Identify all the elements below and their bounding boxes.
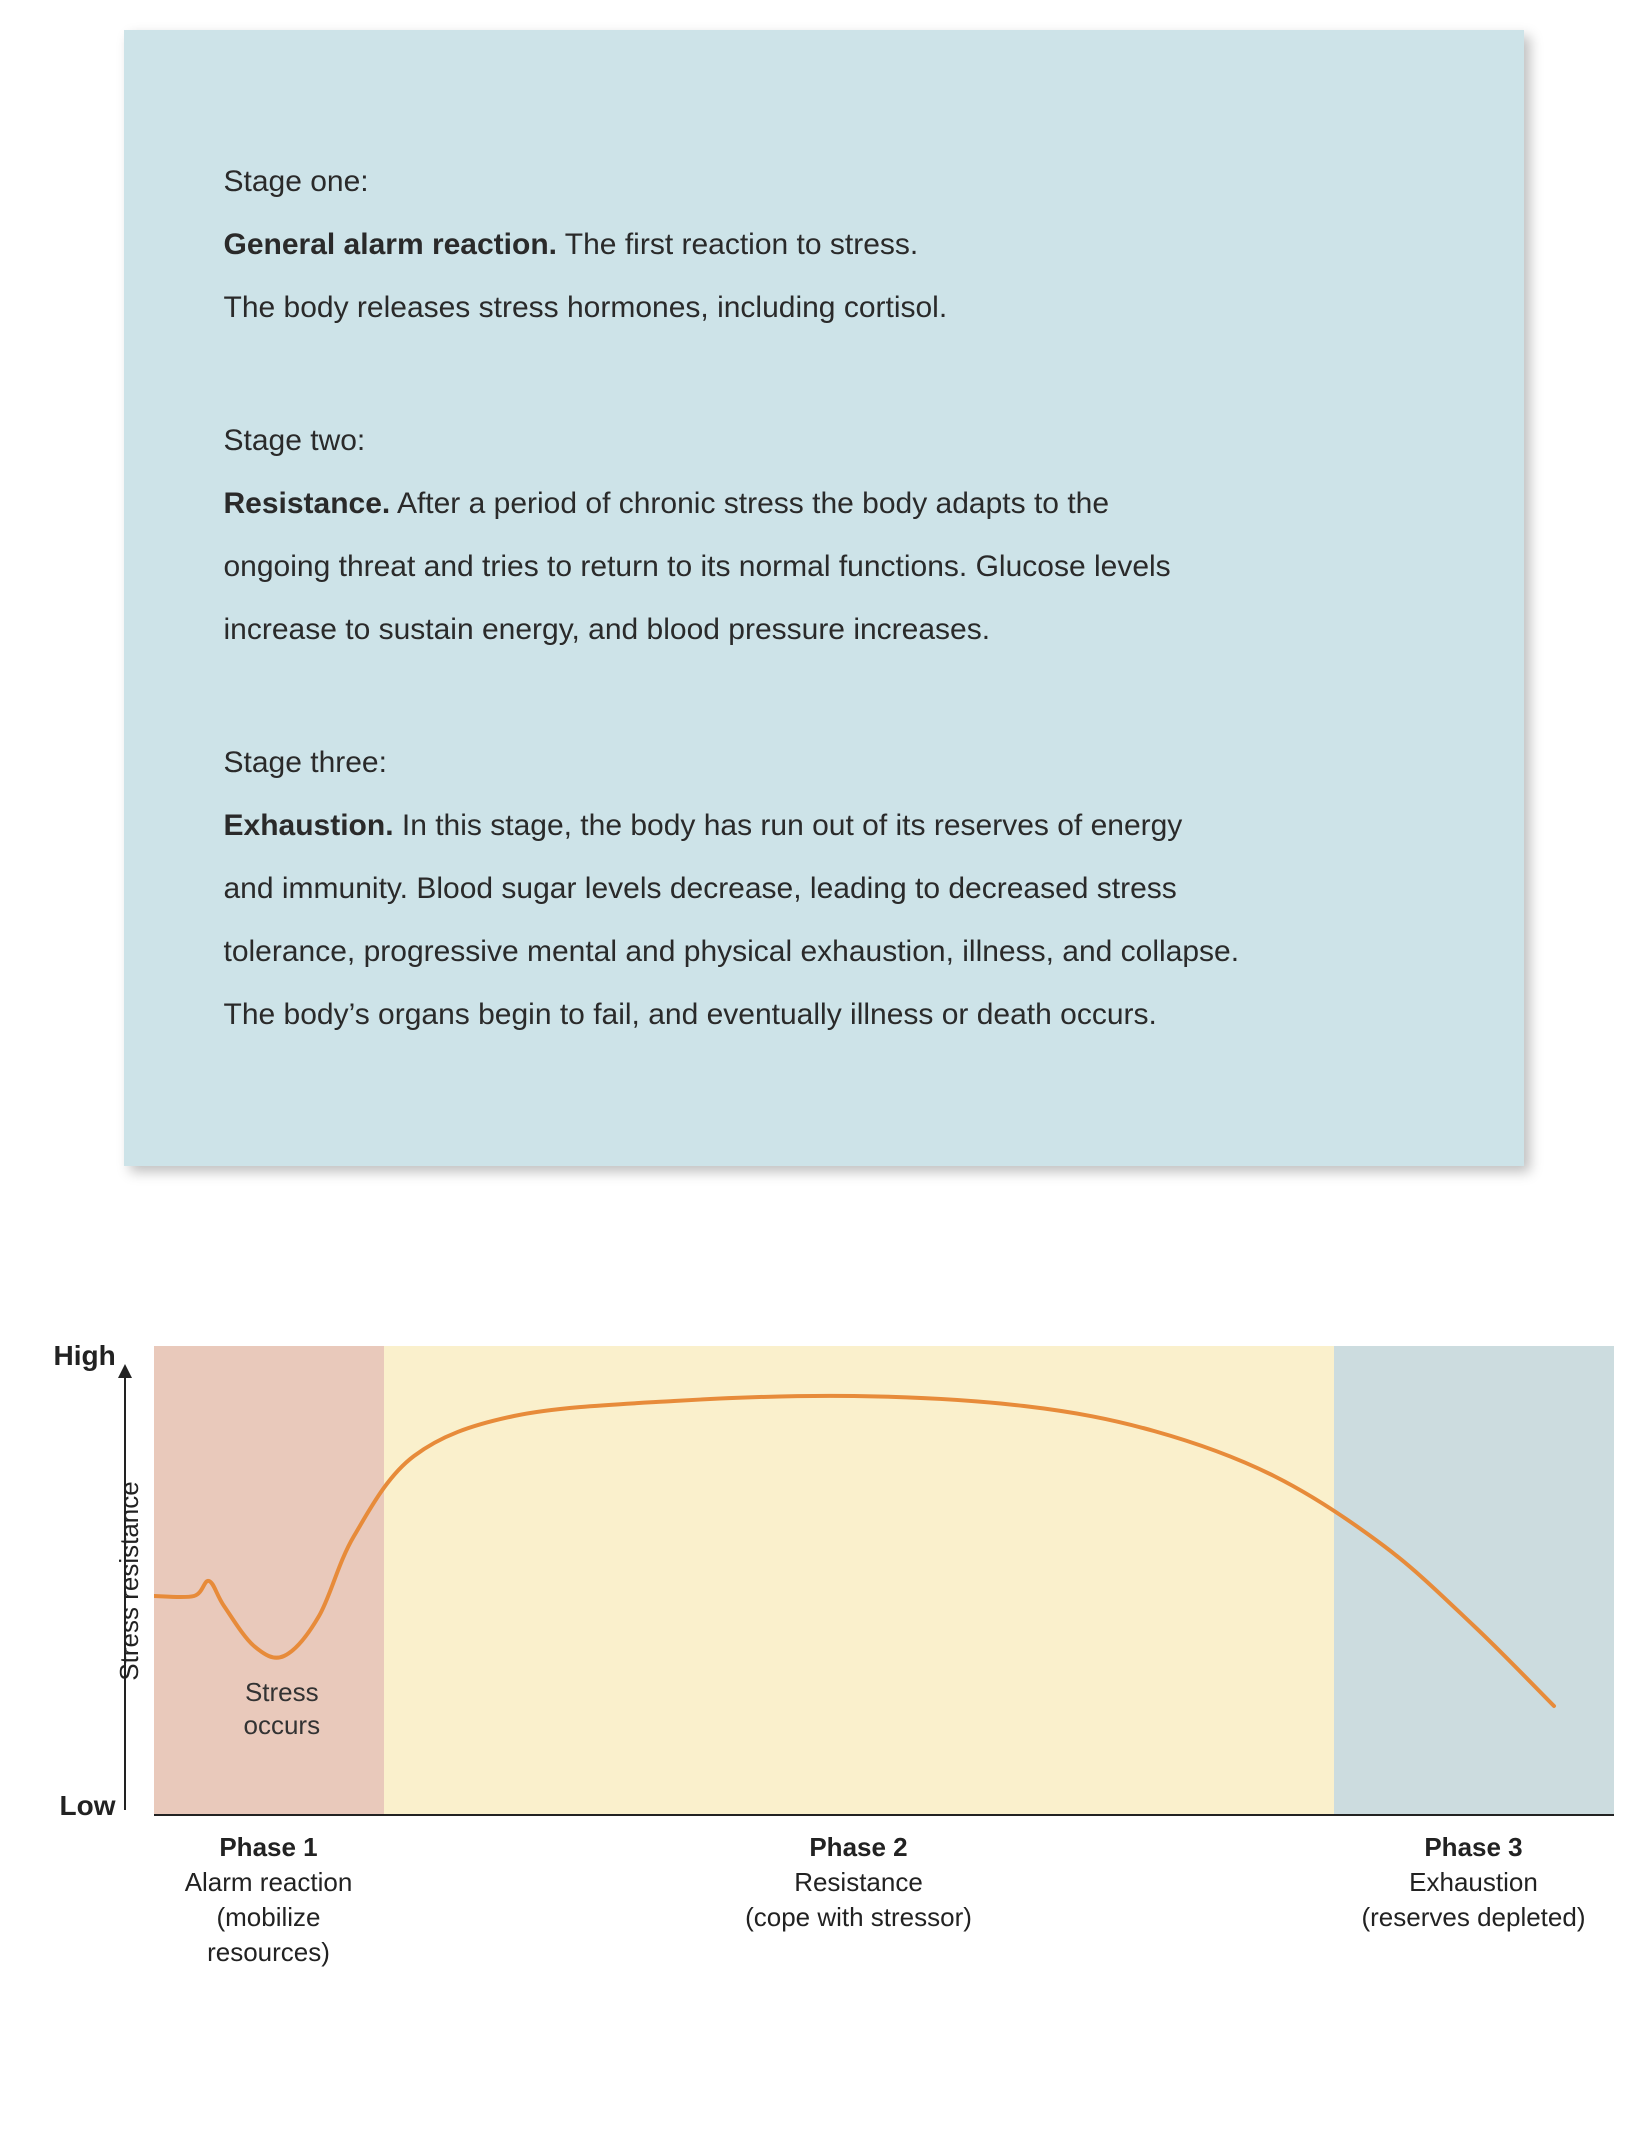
chart-plot-area: High Low Stress resistance Stress occurs <box>154 1346 1614 1816</box>
phase-label: Phase 3Exhaustion(reserves depleted) <box>1334 1830 1614 1970</box>
annotation-line2: occurs <box>244 1710 321 1740</box>
stage-3-body: Exhaustion. In this stage, the body has … <box>224 794 1424 857</box>
stage-2-line1: ongoing threat and tries to return to it… <box>224 535 1424 598</box>
stage-2-line2: increase to sustain energy, and blood pr… <box>224 598 1424 661</box>
stage-1-line1: The body releases stress hormones, inclu… <box>224 276 1424 339</box>
stress-occurs-annotation: Stress occurs <box>244 1676 321 1741</box>
stage-2: Stage two: Resistance. After a period of… <box>224 409 1424 661</box>
stage-3-name: Exhaustion. <box>224 809 394 842</box>
stage-3-line1: and immunity. Blood sugar levels decreas… <box>224 857 1424 920</box>
chart-svg <box>154 1346 1614 1816</box>
stage-3-line0: In this stage, the body has run out of i… <box>394 809 1183 842</box>
stage-3-line3: The body’s organs begin to fail, and eve… <box>224 983 1424 1046</box>
y-axis-title: Stress resistance <box>114 1481 145 1680</box>
stage-1-line0: The first reaction to stress. <box>557 228 918 261</box>
stage-2-name: Resistance. <box>224 487 391 520</box>
stage-2-label: Stage two: <box>224 409 1424 472</box>
gas-chart: High Low Stress resistance Stress occurs… <box>34 1346 1614 1970</box>
stage-1-name: General alarm reaction. <box>224 228 558 261</box>
stage-3-label: Stage three: <box>224 731 1424 794</box>
phase-label: Phase 2Resistance(cope with stressor) <box>384 1830 1334 1970</box>
y-axis-line <box>124 1376 126 1810</box>
phase-labels-row: Phase 1Alarm reaction(mobilize resources… <box>154 1830 1614 1970</box>
y-axis-high-label: High <box>54 1340 116 1372</box>
stage-1-body: General alarm reaction. The first reacti… <box>224 213 1424 276</box>
y-axis-low-label: Low <box>60 1790 116 1822</box>
stage-2-line0: After a period of chronic stress the bod… <box>390 487 1109 520</box>
stage-1-label: Stage one: <box>224 150 1424 213</box>
stage-1: Stage one: General alarm reaction. The f… <box>224 150 1424 339</box>
stage-3: Stage three: Exhaustion. In this stage, … <box>224 731 1424 1046</box>
stages-panel: Stage one: General alarm reaction. The f… <box>124 30 1524 1166</box>
annotation-line1: Stress <box>245 1677 319 1707</box>
plot-svg-holder <box>154 1346 1614 1816</box>
stage-3-line2: tolerance, progressive mental and physic… <box>224 920 1424 983</box>
phase-label: Phase 1Alarm reaction(mobilize resources… <box>154 1830 384 1970</box>
stage-2-body: Resistance. After a period of chronic st… <box>224 472 1424 535</box>
